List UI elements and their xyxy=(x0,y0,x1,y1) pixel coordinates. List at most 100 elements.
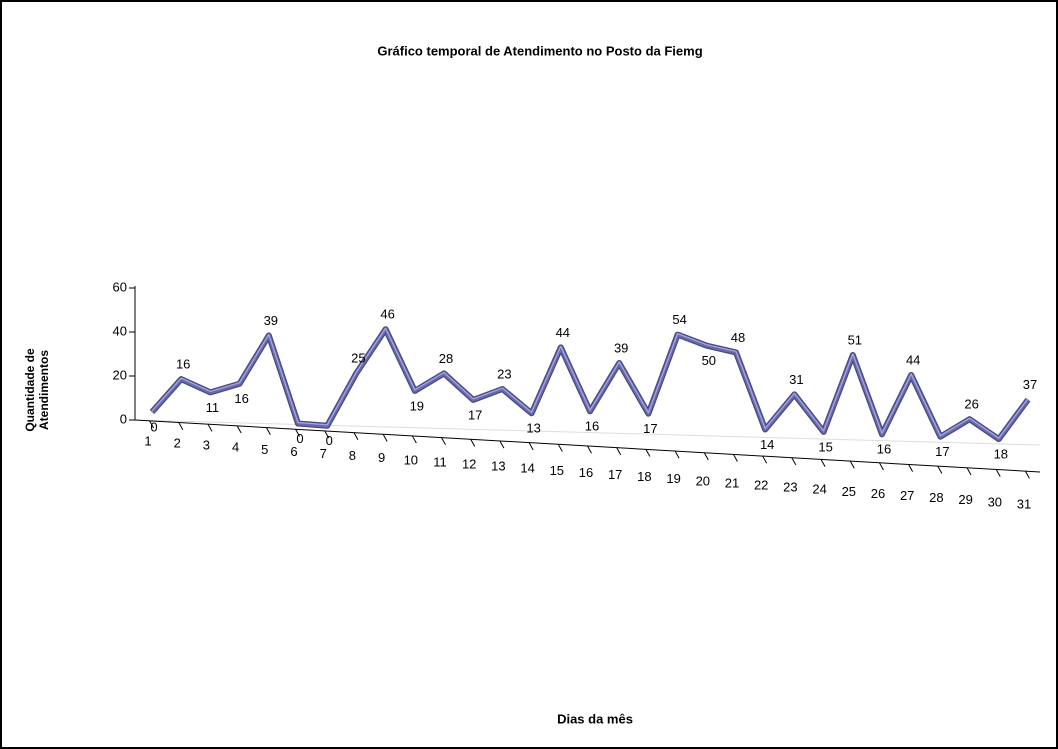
data-label: 0 xyxy=(150,419,157,434)
data-label: 26 xyxy=(964,397,978,412)
data-label: 17 xyxy=(935,444,949,459)
x-tick xyxy=(587,445,592,454)
x-tick xyxy=(849,460,855,469)
chart-title: Gráfico temporal de Atendimento no Posto… xyxy=(377,43,702,58)
x-tick xyxy=(820,459,826,467)
x-tick-label: 11 xyxy=(433,454,447,469)
data-label: 13 xyxy=(526,421,540,436)
x-tick-label: 8 xyxy=(349,448,356,463)
x-tick xyxy=(178,422,184,430)
x-tick-label: 19 xyxy=(666,471,680,486)
data-label: 16 xyxy=(585,419,599,434)
x-tick-label: 29 xyxy=(958,492,972,507)
x-tick xyxy=(791,457,797,466)
data-label: 44 xyxy=(906,352,920,367)
data-label: 46 xyxy=(380,307,394,322)
x-tick xyxy=(324,430,330,439)
x-tick xyxy=(966,467,972,476)
data-label: 54 xyxy=(672,312,686,327)
data-label: 31 xyxy=(789,372,803,387)
x-tick-label: 31 xyxy=(1017,496,1031,511)
x-tick-label: 16 xyxy=(579,465,593,480)
x-tick-label: 23 xyxy=(783,480,797,495)
data-label: 16 xyxy=(877,442,891,457)
data-label: 23 xyxy=(497,366,511,381)
x-tick xyxy=(441,437,446,446)
line-highlight xyxy=(151,327,1029,439)
y-axis-title-line: Atendimentos xyxy=(37,350,51,430)
x-tick xyxy=(995,469,1001,477)
x-tick-label: 17 xyxy=(608,467,622,482)
x-tick-label: 3 xyxy=(203,438,210,453)
data-label: 50 xyxy=(702,353,716,368)
x-tick xyxy=(499,440,505,449)
data-label: 16 xyxy=(176,357,190,372)
data-label: 18 xyxy=(994,447,1008,462)
x-tick-label: 6 xyxy=(290,444,297,459)
data-label: 44 xyxy=(556,325,570,340)
data-label: 14 xyxy=(760,437,774,452)
y-tick-label: 20 xyxy=(113,367,127,382)
data-label: 15 xyxy=(818,439,832,454)
x-tick xyxy=(411,435,417,444)
x-tick-label: 5 xyxy=(261,442,268,457)
x-tick xyxy=(878,462,884,471)
x-tick-label: 13 xyxy=(491,459,505,474)
x-tick xyxy=(295,428,301,437)
line xyxy=(150,327,1030,441)
data-label: 28 xyxy=(439,351,453,366)
x-tick xyxy=(265,427,271,435)
x-axis-title: Dias da mês xyxy=(557,711,633,726)
data-label: 37 xyxy=(1023,377,1037,392)
data-label: 51 xyxy=(848,332,862,347)
x-tick-label: 24 xyxy=(812,482,826,497)
x-tick-label: 14 xyxy=(520,461,534,476)
x-tick-label: 12 xyxy=(462,457,476,472)
x-tick xyxy=(674,450,680,459)
x-tick xyxy=(703,452,709,461)
x-tick xyxy=(908,464,914,472)
x-tick xyxy=(353,432,359,441)
x-tick-label: 7 xyxy=(320,446,327,461)
data-label: 39 xyxy=(614,340,628,355)
x-tick-label: 4 xyxy=(232,440,239,455)
x-tick-label: 18 xyxy=(637,469,651,484)
x-tick-label: 22 xyxy=(754,478,768,493)
x-tick-label: 25 xyxy=(842,484,856,499)
x-tick xyxy=(733,454,738,462)
x-tick-label: 2 xyxy=(174,436,181,451)
data-label: 25 xyxy=(351,351,365,366)
x-tick-label: 10 xyxy=(404,452,418,467)
y-axis-title: Quantidade de Atendimentos xyxy=(23,348,51,432)
x-tick-label: 15 xyxy=(550,463,564,478)
x-tick xyxy=(470,439,476,447)
x-tick xyxy=(149,420,155,429)
y-tick-label: 60 xyxy=(113,279,127,294)
x-tick xyxy=(1024,470,1030,479)
y-tick-label: 0 xyxy=(120,411,127,426)
floor-edge xyxy=(134,419,1041,446)
data-label: 48 xyxy=(731,330,745,345)
x-tick xyxy=(762,455,768,464)
data-label: 17 xyxy=(643,421,657,436)
x-tick xyxy=(557,444,563,452)
x-tick xyxy=(937,465,943,474)
x-tick-label: 9 xyxy=(378,450,385,465)
data-label: 17 xyxy=(468,407,482,422)
x-tick xyxy=(528,442,534,451)
x-tick-label: 28 xyxy=(929,490,943,505)
x-tick-label: 26 xyxy=(871,486,885,501)
x-tick-label: 30 xyxy=(988,494,1002,509)
y-tick-label: 40 xyxy=(113,323,127,338)
x-tick xyxy=(616,447,622,456)
y-axis-title-line: Quantidade de xyxy=(23,348,37,432)
data-label: 0 xyxy=(296,431,303,446)
x-tick-label: 27 xyxy=(900,488,914,503)
x-tick xyxy=(236,425,242,434)
data-label: 19 xyxy=(410,398,424,413)
x-tick-label: 21 xyxy=(725,475,739,490)
x-tick-label: 1 xyxy=(144,433,151,448)
x-tick-label: 20 xyxy=(696,473,710,488)
